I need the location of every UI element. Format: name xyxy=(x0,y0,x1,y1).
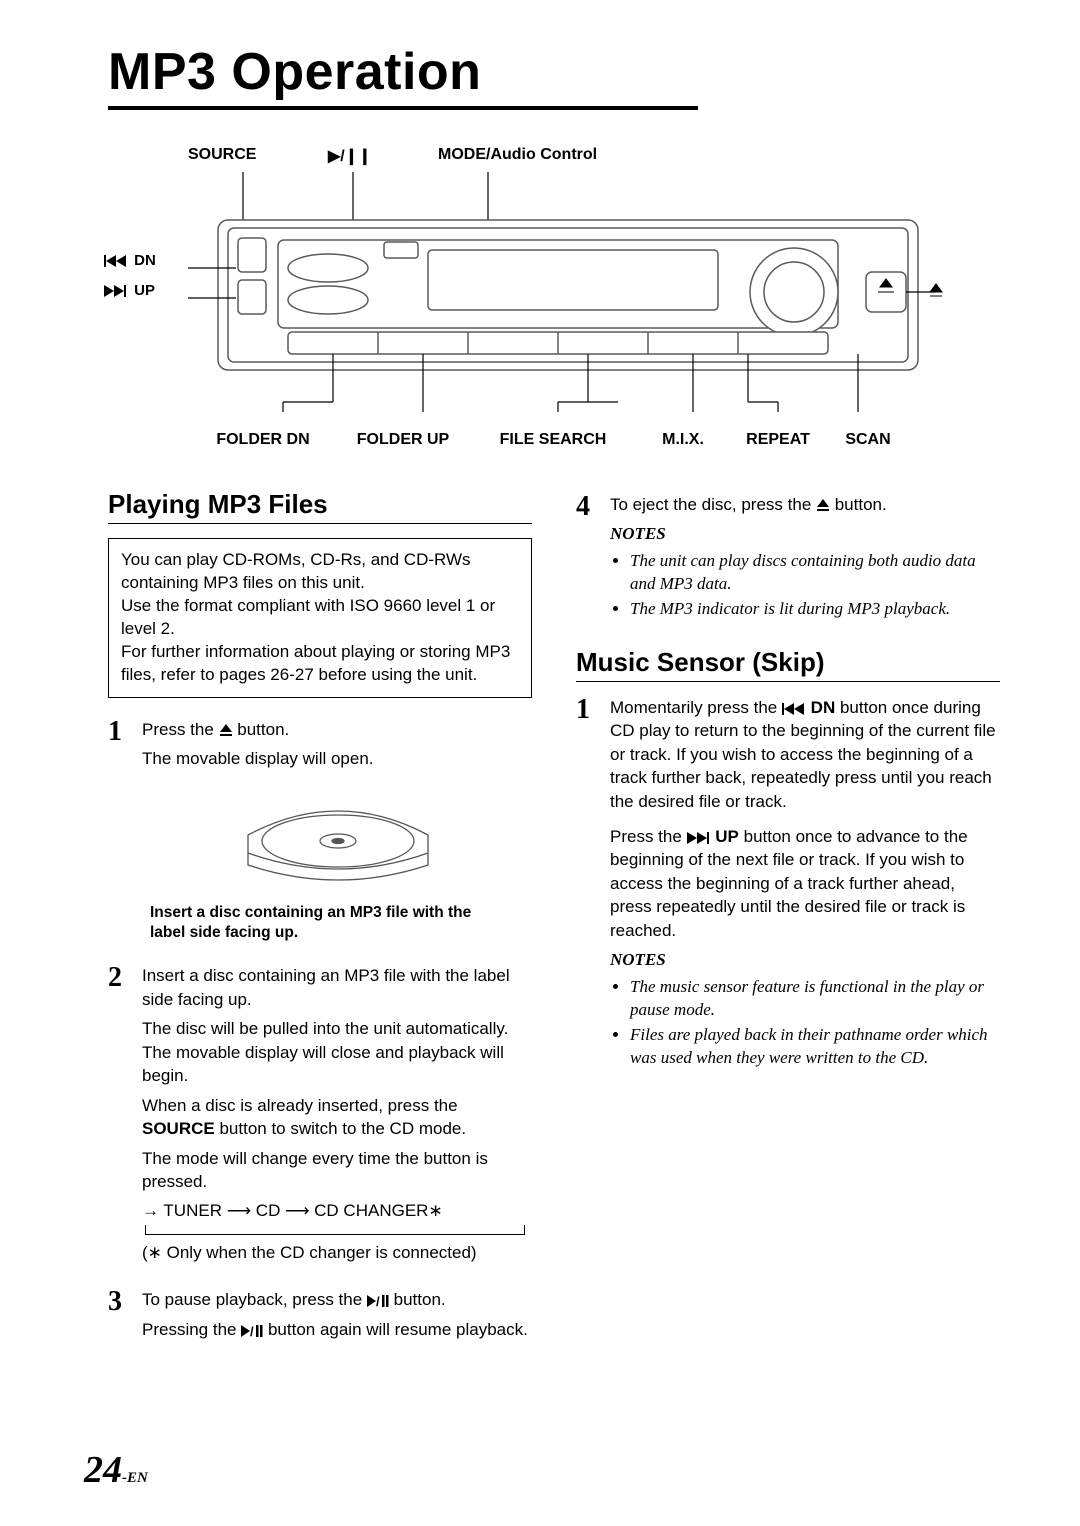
disc-caption: Insert a disc containing an MP3 file wit… xyxy=(150,903,490,945)
step-3-num: 3 xyxy=(108,1288,142,1347)
step-3b: Pressing the / button again will resume … xyxy=(142,1318,528,1341)
label-folder-dn: FOLDER DN xyxy=(188,431,338,449)
intro-box: You can play CD-ROMs, CD-Rs, and CD-RWs … xyxy=(108,538,532,698)
step-2d: The mode will change every time the butt… xyxy=(142,1147,532,1194)
notes-label-2: NOTES xyxy=(610,948,1000,971)
head-unit-diagram xyxy=(188,172,948,422)
mode-cycle: → TUNER ⟶ CD ⟶ CD CHANGER∗ xyxy=(142,1199,532,1222)
eject-icon xyxy=(816,498,830,512)
left-column: Playing MP3 Files You can play CD-ROMs, … xyxy=(108,489,532,1365)
label-play-pause: ▶/❙❙ xyxy=(328,146,438,166)
step-1-text: Press the button. xyxy=(142,718,374,741)
step-1-num: 1 xyxy=(108,718,142,777)
play-pause-icon: / xyxy=(241,1325,263,1337)
step-4-notes: The unit can play discs containing both … xyxy=(610,550,1000,621)
eject-icon xyxy=(219,723,233,737)
heading-music-sensor: Music Sensor (Skip) xyxy=(576,647,1000,682)
step-2c: When a disc is already inserted, press t… xyxy=(142,1094,532,1141)
cycle-loop-line xyxy=(145,1225,525,1235)
heading-playing-mp3: Playing MP3 Files xyxy=(108,489,532,524)
step-2b: The disc will be pulled into the unit au… xyxy=(142,1017,532,1087)
label-source: SOURCE xyxy=(188,146,328,166)
prev-track-icon xyxy=(782,703,806,715)
ms-step-1a: Momentarily press the DN button once dur… xyxy=(610,696,1000,813)
label-repeat: REPEAT xyxy=(728,431,828,449)
ms-notes: The music sensor feature is functional i… xyxy=(610,976,1000,1070)
page-title: MP3 Operation xyxy=(108,42,698,102)
step-4-text: To eject the disc, press the button. xyxy=(610,493,1000,516)
step-4-num: 4 xyxy=(576,493,610,623)
step-2a: Insert a disc containing an MP3 file wit… xyxy=(142,964,532,1011)
right-column: 4 To eject the disc, press the button. N… xyxy=(576,489,1000,1365)
step-3a: To pause playback, press the / button. xyxy=(142,1288,528,1311)
ms-step-1-num: 1 xyxy=(576,696,610,1072)
page-number: 24-EN xyxy=(84,1448,148,1492)
disc-insert-illustration xyxy=(238,795,438,895)
svg-text:/: / xyxy=(376,1295,380,1307)
cycle-note: (∗ Only when the CD changer is connected… xyxy=(142,1241,532,1264)
label-mode: MODE/Audio Control xyxy=(438,146,597,166)
step-2-num: 2 xyxy=(108,964,142,1270)
label-prev-dn: DN xyxy=(104,252,156,269)
notes-label: NOTES xyxy=(610,522,1000,545)
label-folder-up: FOLDER UP xyxy=(338,431,468,449)
label-scan: SCAN xyxy=(828,431,908,449)
label-file-search: FILE SEARCH xyxy=(468,431,638,449)
control-diagram: SOURCE ▶/❙❙ MODE/Audio Control xyxy=(188,146,980,449)
label-next-up: UP xyxy=(104,282,155,299)
step-1-sub: The movable display will open. xyxy=(142,747,374,770)
next-track-icon xyxy=(687,832,711,844)
svg-text:/: / xyxy=(250,1325,254,1337)
ms-step-1b: Press the UP button once to advance to t… xyxy=(610,825,1000,942)
play-pause-icon: / xyxy=(367,1295,389,1307)
label-mix: M.I.X. xyxy=(638,431,728,449)
